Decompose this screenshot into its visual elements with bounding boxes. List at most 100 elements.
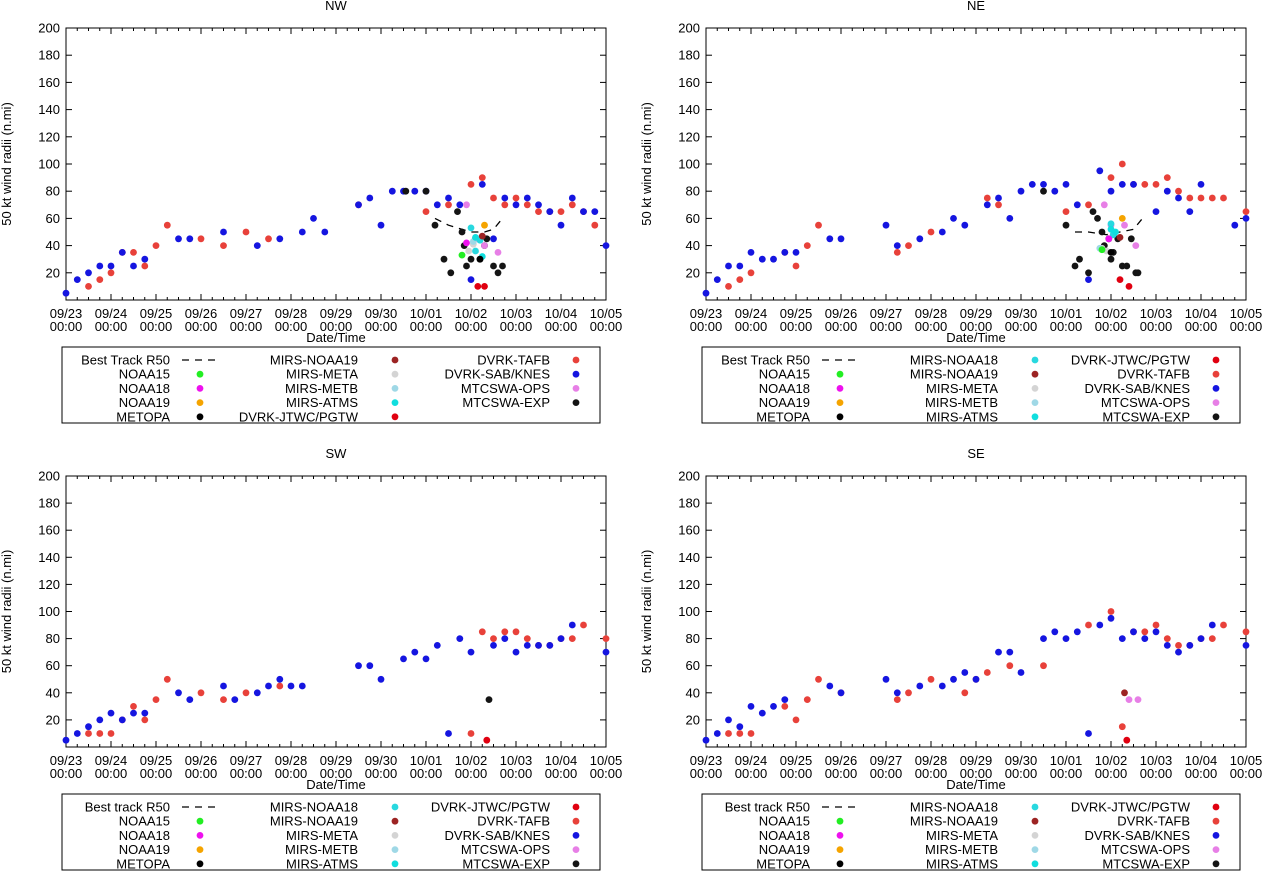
x-tick-label: 09/29 [960, 306, 993, 321]
series-noaa19 [1118, 215, 1126, 222]
x-tick-label: 09/26 [825, 306, 858, 321]
series-dvrk-jtwc-pgtw [474, 283, 488, 290]
data-point [1098, 228, 1106, 236]
legend-key-dot [1031, 399, 1039, 406]
data-point [276, 235, 284, 243]
plot-frame [705, 27, 1247, 301]
y-tick-label: 180 [38, 496, 60, 511]
data-point [1220, 194, 1227, 202]
data-point [568, 635, 576, 642]
legend-key-dot [391, 399, 399, 406]
data-point [440, 255, 448, 263]
legend-key-dot [1212, 846, 1220, 853]
data-point [130, 709, 137, 717]
legend-item-mtcswa-ops: MTCSWA-OPS [461, 842, 580, 857]
series-dvrk-sab-knes [702, 167, 1250, 297]
legend-key-dot [836, 385, 844, 392]
x-tick-label: 09/28 [275, 753, 308, 768]
data-point [107, 262, 115, 270]
legend-box [701, 346, 1241, 424]
x-tick-label: 10/05 [590, 753, 623, 768]
data-point [1107, 614, 1115, 622]
data-point [927, 228, 935, 236]
data-point [557, 208, 565, 216]
data-point [472, 234, 479, 241]
legend-label: DVRK-JTWC/PGTW [431, 800, 551, 815]
legend-item-mtcswa-exp: MTCSWA-EXP [1102, 409, 1220, 424]
data-point [725, 730, 732, 737]
y-tick-label: 20 [46, 712, 60, 727]
data-point [220, 682, 227, 690]
legend-item-dvrk-tafb: DVRK-TAFB [1117, 814, 1220, 829]
data-point [445, 194, 452, 202]
legend-label: DVRK-SAB/KNES [445, 367, 551, 382]
legend-label: METOPA [116, 409, 170, 424]
legend-label: DVRK-TAFB [1117, 367, 1190, 382]
legend-key-dot [836, 817, 844, 825]
data-point [1107, 174, 1115, 182]
x-tick-label: 00:00 [545, 766, 578, 781]
y-tick-label: 200 [678, 469, 700, 484]
data-point [1175, 187, 1182, 195]
legend-label: NOAA18 [759, 828, 810, 843]
y-tick-label: 140 [678, 550, 700, 565]
legend-key-dot [391, 817, 399, 825]
legend-key-dot [836, 413, 844, 421]
x-tick-label: 09/26 [825, 753, 858, 768]
legend-item-noaa19: NOAA19 [119, 842, 204, 857]
y-tick-label: 40 [686, 238, 700, 253]
data-point [467, 276, 475, 283]
y-tick-label: 160 [38, 523, 60, 538]
data-point [882, 675, 890, 683]
x-tick-label: 00:00 [870, 766, 903, 781]
data-point [580, 208, 587, 216]
data-point [1125, 696, 1133, 703]
data-point [163, 675, 171, 683]
x-tick-label: 09/24 [95, 753, 128, 768]
legend-key-dot [836, 399, 844, 406]
data-point [972, 675, 980, 683]
data-point [725, 716, 732, 724]
data-point [826, 682, 834, 690]
legend-key-dot [1212, 399, 1220, 406]
legend-key-dot [391, 803, 399, 811]
legend-item-mtcswa-exp: MTCSWA-EXP [462, 856, 580, 871]
series-noaa15 [458, 251, 466, 259]
legend-key-dot [391, 832, 399, 839]
legend-item-noaa15: NOAA15 [759, 814, 844, 829]
legend-item-metopa: METOPA [116, 856, 204, 871]
data-point [1085, 201, 1092, 209]
legend-label: MIRS-ATMS [926, 856, 998, 871]
data-point [1242, 628, 1250, 636]
data-point [1076, 255, 1083, 263]
data-point [456, 201, 464, 209]
data-point [355, 662, 362, 670]
data-point [287, 682, 295, 690]
legend-key-dot [1031, 832, 1039, 839]
legend-key-dot [836, 370, 844, 378]
x-tick-label: 00:00 [960, 319, 993, 334]
x-tick-label: 00:00 [915, 766, 948, 781]
legend-label: NOAA15 [119, 367, 170, 382]
data-point [298, 682, 306, 690]
legend-key-dot [836, 846, 844, 853]
legend-label: MTCSWA-EXP [1102, 409, 1190, 424]
x-tick-label: 09/25 [780, 306, 813, 321]
data-point [242, 689, 250, 697]
data-point [96, 716, 104, 724]
data-point [815, 221, 822, 229]
x-tick-label: 00:00 [1005, 319, 1038, 334]
legend-key-dot [196, 370, 204, 378]
legend-item-noaa15: NOAA15 [119, 367, 204, 382]
y-tick-label: 100 [38, 604, 60, 619]
series-dvrk-sab-knes [62, 621, 610, 744]
legend-item-dvrk-sab-knes: DVRK-SAB/KNES [1085, 828, 1220, 843]
data-point [512, 201, 520, 209]
data-point [1040, 187, 1047, 195]
x-tick-label: 00:00 [735, 319, 768, 334]
data-point [591, 221, 599, 229]
data-point [523, 635, 531, 642]
data-point [1071, 262, 1079, 270]
y-tick-label: 120 [38, 129, 60, 144]
